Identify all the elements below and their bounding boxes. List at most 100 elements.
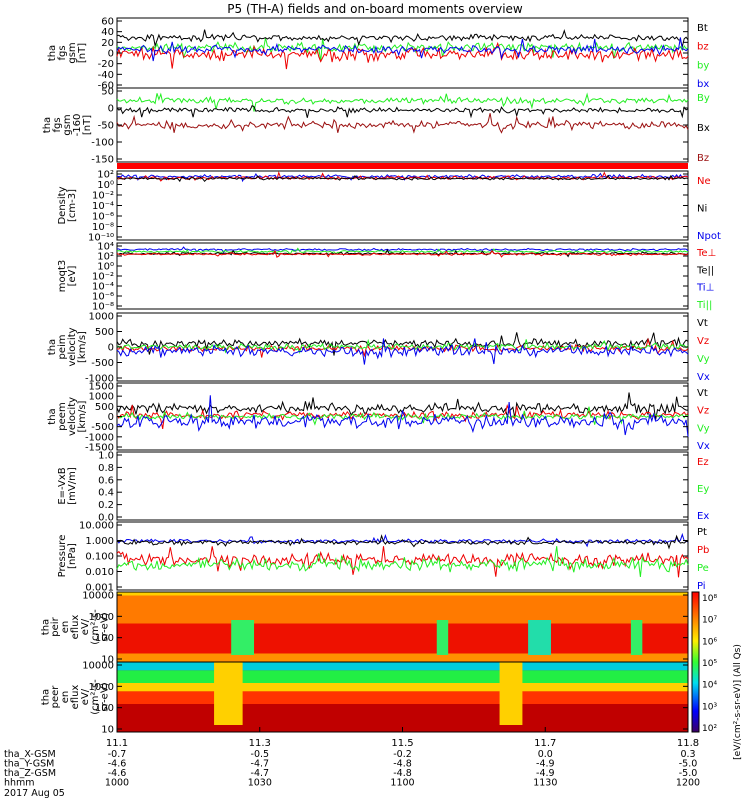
footer-value: 1100: [390, 778, 414, 789]
footer-value: 1200: [676, 778, 700, 789]
y-tick-label: 0: [108, 343, 114, 354]
footer-value: -4.9: [536, 759, 555, 770]
footer-value: -4.8: [393, 759, 412, 770]
panel-frame: [116, 170, 689, 241]
colorbar-label: [eV/(cm²-s-sr-eV)] (All Qs): [733, 644, 743, 760]
axis-label-line: velocity: [67, 397, 78, 436]
y-tick-label: 0: [108, 49, 114, 60]
colorbar-tick: 10⁴: [702, 681, 717, 691]
footer-label-tha-x-gsm: tha_X-GSM: [4, 749, 56, 760]
panel-temp: [116, 242, 689, 310]
y-tick-label: 10⁻²: [92, 272, 114, 283]
spectrogram-band: [117, 623, 688, 654]
footer-value: -0.2: [393, 749, 412, 760]
y-tick-label: 10000: [82, 591, 114, 602]
legend-density-ni: Ni: [697, 204, 707, 215]
axis-label-line: en: [60, 691, 71, 704]
y-tick-label: 10: [101, 655, 114, 666]
y-tick-label: 1000: [89, 392, 114, 403]
y-tick-label: -20: [98, 59, 114, 70]
legend-fgs-by: by: [697, 60, 709, 71]
footer-value: -4.7: [251, 759, 270, 770]
legend-pressure-pi: Pi: [697, 581, 706, 592]
axis-label-density: Density [cm-3]: [57, 186, 78, 224]
axis-label-line: peer: [50, 685, 61, 709]
legend-peim-vx: Vx: [697, 372, 710, 383]
legend-efield-ey: Ey: [697, 484, 709, 495]
trace-temp-3: [116, 249, 689, 258]
axis-label-line: [eV]: [67, 266, 78, 287]
y-tick-label: 10000: [82, 661, 114, 672]
y-tick-label: 0.001: [85, 583, 114, 594]
axis-label-line: Density: [57, 186, 68, 224]
colorbar-tick: 10²: [702, 724, 717, 734]
footer-value: -4.9: [536, 768, 555, 779]
legend-temp-te⊥: Te⊥: [696, 248, 716, 259]
axis-label-line: [km/s]: [77, 400, 88, 432]
legend-fgs_offset-bx: Bx: [697, 123, 710, 134]
y-tick-label: -100: [91, 138, 114, 149]
trace-fgs-3: [116, 37, 689, 62]
y-tick-label: 10⁰: [97, 262, 114, 273]
x-tick-label: 11.5: [391, 738, 413, 749]
y-tick-label: 0: [108, 412, 114, 423]
panel-peir: [116, 591, 689, 663]
legend-fgs-bx: bx: [697, 79, 709, 90]
y-tick-label: 10: [101, 725, 114, 736]
legend-peem-vx: Vx: [697, 441, 710, 452]
axis-label-line: tha: [40, 689, 51, 705]
footer-value: 0.3: [680, 749, 695, 760]
colorbar-tick: 10³: [702, 702, 717, 712]
footer-value: -5.0: [679, 759, 698, 770]
axis-label-line: tha: [47, 45, 58, 61]
y-tick-label: 0.100: [85, 552, 114, 563]
y-tick-label: 1000: [89, 682, 114, 693]
y-tick-label: 20: [101, 38, 114, 49]
y-tick-label: 1500: [89, 382, 114, 393]
axis-label-line: eV/: [80, 618, 91, 635]
footer-date: 2017 Aug 05: [4, 788, 65, 799]
trace-peim-3: [116, 338, 689, 365]
legend-fgs-bt: Bt: [697, 23, 708, 34]
y-tick-label: 0.010: [85, 567, 114, 578]
axis-label-line: fgs: [57, 45, 68, 60]
colorbar-tick: 10⁵: [702, 659, 717, 669]
y-tick-label: -60: [98, 81, 114, 92]
footer-value: -4.7: [251, 768, 270, 779]
y-tick-label: 10⁻⁸: [92, 222, 114, 233]
axis-label-line: velocity: [67, 327, 78, 366]
y-tick-label: -500: [91, 422, 114, 433]
y-tick-label: 10²: [97, 170, 114, 181]
y-tick-label: 1.000: [85, 536, 114, 547]
legend-peim-vt: Vt: [697, 318, 708, 329]
y-tick-label: 0: [108, 104, 114, 115]
trace-peem-3: [116, 395, 689, 438]
y-tick-label: 1000: [89, 312, 114, 323]
footer-value: 0.0: [538, 749, 553, 760]
axis-label-line: peir: [50, 616, 61, 636]
y-tick-label: 100: [95, 633, 114, 644]
footer-label-tha-z-gsm: tha_Z-GSM: [4, 768, 56, 779]
axis-label-line: tha: [47, 408, 58, 424]
legend-pressure-pe: Pe: [697, 563, 709, 574]
y-tick-label: -1000: [85, 374, 114, 385]
panel-frame: [116, 242, 689, 310]
y-tick-label: -150: [91, 155, 114, 166]
legend-fgs_offset-bz: Bz: [697, 153, 709, 164]
trace-fgs-2: [116, 41, 689, 70]
y-tick-label: 10.000: [79, 521, 114, 532]
axis-label-line: en: [60, 621, 71, 634]
legend-peem-vt: Vt: [697, 388, 708, 399]
footer-label-hhmm: hhmm: [4, 778, 35, 789]
axis-label-line: [cm-3]: [67, 189, 78, 222]
panel-frame: [116, 521, 689, 591]
footer-value: 1030: [248, 778, 272, 789]
legend-density-ne: Ne: [697, 176, 711, 187]
y-tick-label: 500: [95, 327, 114, 338]
footer-value: -5.0: [679, 768, 698, 779]
legend-density-npot: Npot: [697, 231, 721, 242]
y-tick-label: 10⁻⁴: [92, 282, 114, 293]
y-tick-label: 500: [95, 402, 114, 413]
